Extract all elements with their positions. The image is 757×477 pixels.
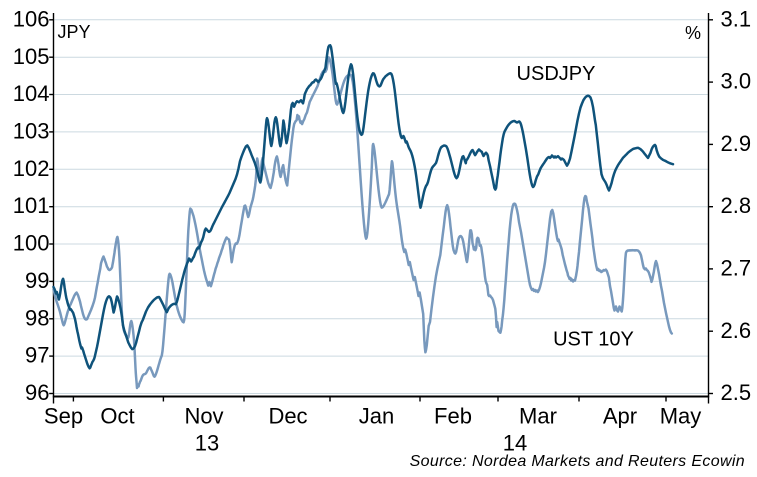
svg-text:2.5: 2.5	[721, 380, 752, 405]
svg-text:3.0: 3.0	[721, 69, 752, 94]
svg-text:100: 100	[13, 231, 50, 256]
svg-text:Apr: Apr	[603, 404, 637, 429]
svg-text:2.9: 2.9	[721, 131, 752, 156]
svg-text:Feb: Feb	[434, 404, 472, 429]
svg-text:98: 98	[25, 305, 49, 330]
svg-text:Jan: Jan	[359, 404, 394, 429]
svg-text:UST 10Y: UST 10Y	[553, 329, 634, 351]
svg-text:101: 101	[13, 193, 50, 218]
svg-text:Sep: Sep	[44, 404, 83, 429]
svg-text:104: 104	[13, 81, 50, 106]
svg-text:Nov: Nov	[184, 404, 223, 429]
svg-text:102: 102	[13, 156, 50, 181]
svg-text:Source: Nordea Markets and Reu: Source: Nordea Markets and Reuters Ecowi…	[410, 453, 745, 470]
svg-text:JPY: JPY	[58, 22, 91, 42]
svg-text:USDJPY: USDJPY	[517, 63, 596, 85]
svg-text:May: May	[660, 404, 702, 429]
svg-text:13: 13	[195, 431, 219, 456]
svg-text:Dec: Dec	[268, 404, 307, 429]
svg-text:2.8: 2.8	[721, 193, 752, 218]
svg-text:3.1: 3.1	[721, 6, 752, 31]
svg-text:Mar: Mar	[519, 404, 557, 429]
svg-text:106: 106	[13, 6, 50, 31]
svg-text:2.6: 2.6	[721, 318, 752, 343]
svg-text:Oct: Oct	[100, 404, 134, 429]
svg-text:%: %	[685, 23, 701, 43]
svg-text:96: 96	[25, 380, 49, 405]
svg-text:14: 14	[503, 431, 527, 456]
svg-text:97: 97	[25, 343, 49, 368]
svg-text:2.7: 2.7	[721, 256, 752, 281]
svg-text:105: 105	[13, 44, 50, 69]
svg-text:103: 103	[13, 119, 50, 144]
svg-text:99: 99	[25, 268, 49, 293]
